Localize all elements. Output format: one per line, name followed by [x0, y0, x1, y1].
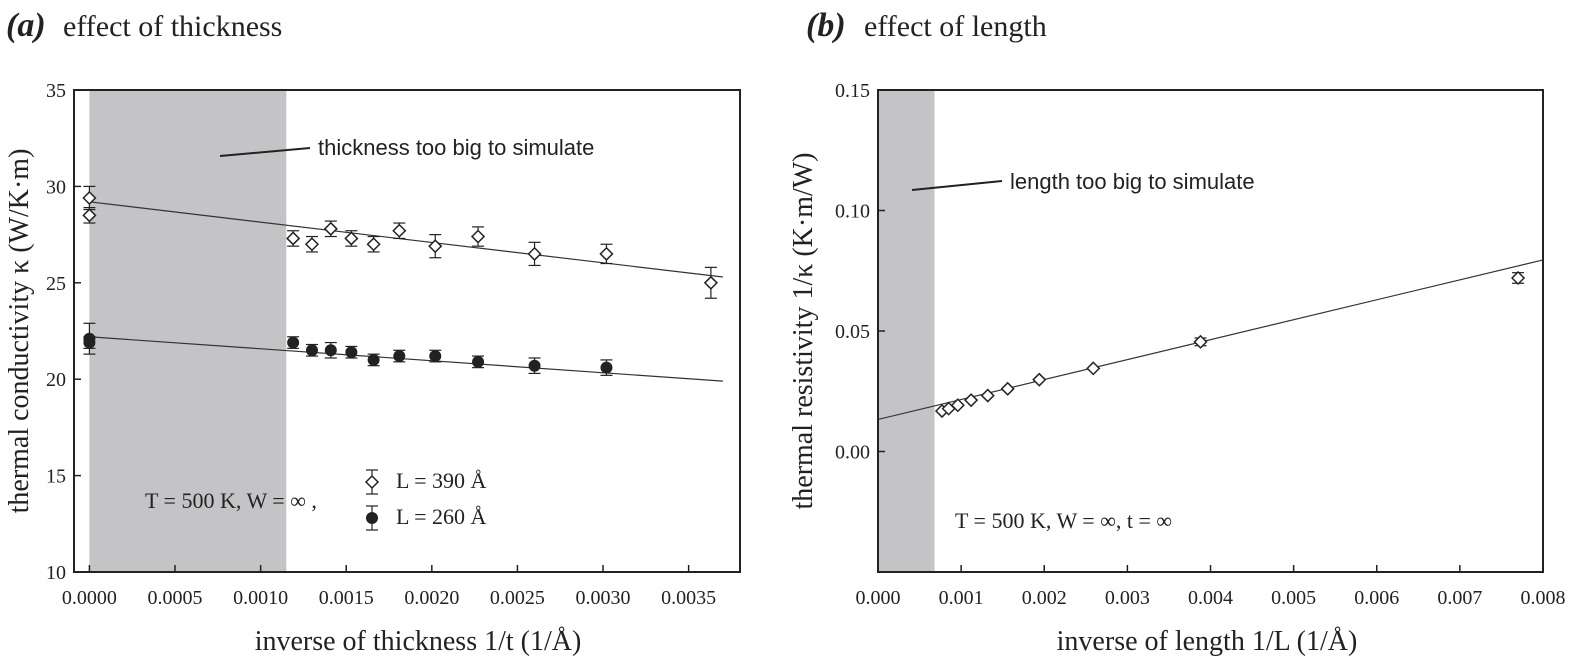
panel-b-annotation-pointer	[911, 180, 1003, 191]
x-tick-label: 0.0035	[661, 587, 716, 609]
panel-a: (a) effect of thickness 0.0000 0.0005 0.00…	[4, 7, 741, 657]
panel-a-ticks: 0.0000 0.0005 0.0010 0.0015 0.0020 0.0025 0.00…	[46, 80, 716, 609]
panel-a-title: effect of thickness	[63, 10, 282, 43]
legend-diamond	[364, 474, 380, 490]
panel-a-data-points	[82, 185, 718, 376]
panel-a-annotation-pointer	[219, 147, 311, 157]
data-point	[428, 239, 443, 254]
data-point	[323, 221, 338, 236]
panel-a-x-axis-label: inverse of thickness 1/t (1/Å)	[255, 626, 582, 657]
data-point	[980, 388, 995, 403]
x-tick-label: 0.003	[1105, 587, 1150, 609]
panel-b-annotation: length too big to simulate	[1010, 169, 1255, 194]
panel-a-fit-lines	[89, 201, 723, 382]
data-point	[1032, 372, 1047, 387]
data-point	[1086, 361, 1101, 376]
x-tick-label: 0.0010	[233, 587, 288, 609]
x-tick-label: 0.0015	[319, 587, 374, 609]
legend-marker-circle	[366, 505, 378, 531]
data-point	[82, 190, 97, 206]
x-tick-label: 0.0000	[62, 587, 117, 609]
fit-line	[877, 259, 1544, 421]
x-tick-label: 0.002	[1022, 587, 1067, 609]
x-tick-label: 0.000	[856, 587, 901, 609]
panel-a-annotation: thickness too big to simulate	[318, 135, 594, 160]
data-point	[392, 223, 407, 238]
data-point	[470, 229, 486, 244]
panel-b-y-axis-label: thermal resistivity 1/κ (K·m/W)	[788, 152, 819, 509]
panel-a-y-axis-label: thermal conductivity κ (W/K·m)	[4, 149, 35, 514]
fit-line	[89, 336, 723, 382]
data-point	[429, 350, 442, 363]
data-point	[527, 246, 542, 261]
data-point	[367, 353, 380, 366]
x-tick-label: 0.0005	[148, 587, 203, 609]
y-tick-label: 25	[46, 273, 66, 295]
data-point	[950, 398, 965, 413]
x-tick-label: 0.004	[1188, 587, 1233, 609]
panel-b-title: effect of length	[864, 10, 1047, 43]
y-tick-label: 10	[46, 562, 66, 584]
data-point	[964, 393, 979, 408]
data-point	[287, 336, 300, 349]
data-point	[1193, 334, 1208, 349]
legend-circle	[366, 512, 378, 524]
data-point	[304, 237, 320, 252]
data-point	[472, 355, 485, 368]
panel-a-conditions: T = 500 K, W = ∞ ,	[145, 488, 317, 513]
x-tick-label: 0.007	[1437, 587, 1482, 609]
legend-label-l390: L = 390 Å	[396, 468, 487, 493]
data-point	[83, 336, 96, 349]
panel-b-x-axis-label: inverse of length 1/L (1/Å)	[1057, 626, 1358, 657]
data-point	[345, 346, 358, 359]
data-point	[1511, 270, 1526, 286]
panel-b-shaded-region	[878, 90, 935, 572]
data-point	[366, 237, 381, 252]
x-tick-label: 0.001	[939, 587, 984, 609]
panel-b-plot-frame	[877, 89, 1544, 573]
x-tick-label: 0.0025	[490, 587, 545, 609]
panel-a-shaded-region	[89, 90, 287, 572]
panel-a-plot-frame	[73, 89, 741, 573]
y-tick-label: 35	[46, 80, 66, 102]
panel-b-letter: (b)	[806, 7, 846, 44]
data-point	[286, 231, 301, 246]
panel-a-letter: (a)	[6, 7, 46, 44]
panel-b-data-points	[934, 270, 1526, 419]
x-tick-label: 0.006	[1354, 587, 1399, 609]
data-point	[305, 344, 318, 357]
data-point	[82, 208, 97, 223]
panel-b: (b) effect of length 0.000 0.001 0.002 0.00…	[788, 7, 1566, 657]
data-point	[599, 246, 614, 261]
data-point	[600, 361, 613, 374]
data-point	[344, 231, 359, 246]
panel-b-ticks: 0.000 0.001 0.002 0.003 0.004 0.005 0.006 0.007…	[835, 80, 1566, 609]
x-tick-label: 0.0030	[576, 587, 631, 609]
y-tick-label: 15	[46, 466, 66, 488]
y-tick-label: 0.05	[835, 321, 870, 343]
x-tick-label: 0.0020	[404, 587, 459, 609]
y-tick-label: 0.10	[835, 201, 870, 223]
data-point	[1000, 381, 1015, 396]
data-point	[393, 350, 406, 363]
y-tick-label: 0.00	[835, 442, 870, 464]
data-point	[703, 275, 718, 290]
legend-marker-diamond	[364, 469, 380, 495]
panel-a-legend: L = 390 Å L = 260 Å	[364, 468, 487, 531]
panel-b-conditions: T = 500 K, W = ∞, t = ∞	[955, 508, 1172, 533]
fit-line	[89, 201, 723, 278]
y-tick-label: 0.15	[835, 80, 870, 102]
y-tick-label: 30	[46, 176, 66, 198]
data-point	[528, 359, 541, 372]
y-tick-label: 20	[46, 369, 66, 391]
x-tick-label: 0.005	[1271, 587, 1316, 609]
x-tick-label: 0.008	[1521, 587, 1566, 609]
legend-label-l260: L = 260 Å	[396, 504, 487, 529]
data-point	[324, 344, 337, 357]
panel-b-fit-lines	[877, 259, 1544, 421]
